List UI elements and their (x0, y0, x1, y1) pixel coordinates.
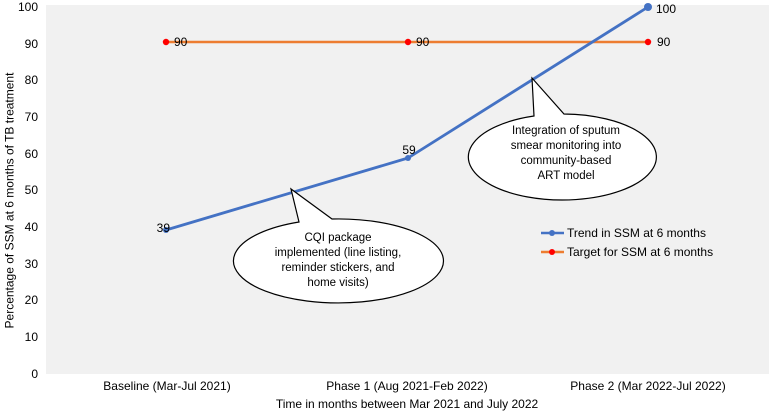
plot-area (46, 5, 769, 374)
y-tick-0: 0 (31, 367, 38, 381)
x-axis-title: Time in months between Mar 2021 and July… (275, 397, 539, 411)
legend-label-trend: Trend in SSM at 6 months (567, 226, 706, 240)
y-tick-10: 10 (24, 330, 38, 344)
trend-marker-dot-baseline (163, 227, 169, 233)
y-tick-70: 70 (24, 110, 38, 124)
data-label-target-phase2: 90 (657, 35, 671, 49)
callout-text-cqi-package: CQI package implemented (line listing, r… (274, 232, 402, 289)
trend-marker-dot-phase2 (644, 3, 652, 11)
y-tick-20: 20 (24, 293, 38, 307)
callout-bubble-cqi-package (232, 187, 445, 304)
legend-label-target: Target for SSM at 6 months (567, 245, 714, 259)
target-marker-dot-phase2 (644, 38, 652, 46)
data-label-target-phase1: 90 (416, 35, 430, 49)
data-label-trend-phase2: 100 (656, 2, 677, 16)
target-marker-dot-phase1 (404, 38, 412, 46)
legend-target-marker-swatch (549, 249, 555, 255)
y-tick-60: 60 (24, 147, 38, 161)
y-tick-40: 40 (24, 220, 38, 234)
x-tick-phase2: Phase 2 (Mar 2022-Jul 2022) (570, 379, 726, 393)
y-tick-100: 100 (17, 0, 38, 14)
legend-trend-marker-swatch (549, 230, 555, 236)
trend-marker-dot-phase1 (405, 155, 411, 161)
y-tick-50: 50 (24, 183, 38, 197)
y-tick-80: 80 (24, 73, 38, 87)
target-marker-dot-baseline (162, 38, 170, 46)
x-tick-phase1: Phase 1 (Aug 2021-Feb 2022) (326, 379, 488, 393)
callout-text-ssm-integration: Integration of sputum smear monitoring i… (510, 125, 622, 182)
y-tick-90: 90 (24, 37, 38, 51)
callout-bubble-ssm-integration (467, 76, 657, 201)
x-tick-baseline: Baseline (Mar-Jul 2021) (103, 379, 231, 393)
data-label-trend-baseline: 39 (156, 221, 170, 235)
data-label-target-baseline: 90 (174, 35, 188, 49)
y-tick-30: 30 (24, 257, 38, 271)
data-label-trend-phase1: 59 (402, 143, 416, 157)
